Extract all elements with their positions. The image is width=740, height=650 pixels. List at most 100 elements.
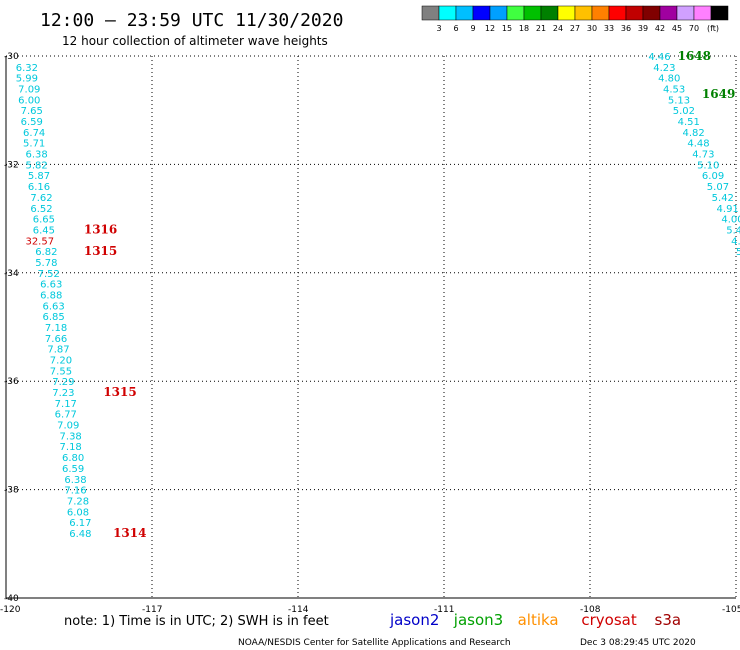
pass-label: 1314 <box>113 526 146 540</box>
wave-height-label: 6.09 <box>702 171 724 182</box>
pass-label: 1315 <box>103 385 136 399</box>
legend-swatch <box>574 5 593 21</box>
pass-label: 1649 <box>702 87 735 101</box>
wave-height-label: 32.57 <box>25 236 54 247</box>
wave-height-label: 7.55 <box>50 366 72 377</box>
legend-swatch <box>455 5 474 21</box>
legend-label: 45 <box>672 24 682 33</box>
wave-height-label: 5.87 <box>28 171 50 182</box>
wave-height-label: 7.87 <box>47 345 69 356</box>
legend-label: 15 <box>502 24 512 33</box>
footer-note: note: 1) Time is in UTC; 2) SWH is in fe… <box>64 614 329 629</box>
legend-unit: (ft) <box>707 24 719 33</box>
wave-height-label: 7.20 <box>50 356 72 367</box>
legend-label: 3 <box>436 24 441 33</box>
wave-height-label: 5.40 <box>726 225 740 236</box>
chart-subtitle: 12 hour collection of altimeter wave hei… <box>62 34 328 48</box>
wave-height-label: 7.16 <box>64 486 86 497</box>
wave-height-label: 7.09 <box>18 85 40 96</box>
legend-label: 39 <box>638 24 648 33</box>
x-tick-label: -108 <box>580 605 601 615</box>
x-tick-label: -105 <box>722 605 740 615</box>
wave-height-label: 4.00 <box>721 215 740 226</box>
wave-height-label: 4.48 <box>687 139 709 150</box>
wave-height-label: 5.71 <box>23 139 45 150</box>
wave-height-label: 6.88 <box>40 290 62 301</box>
wave-height-label: 6.08 <box>67 507 89 518</box>
wave-height-label: 4.59 <box>731 236 740 247</box>
wave-height-label: 6.59 <box>62 464 84 475</box>
legend-swatch <box>608 5 627 21</box>
wave-height-labels: 6.325.997.096.007.656.596.745.716.385.82… <box>16 52 740 540</box>
wave-height-label: 7.62 <box>30 193 52 204</box>
legend-swatch <box>676 5 695 21</box>
y-tick-label: -30 <box>4 52 19 62</box>
x-tick-labels: -120 -117 -114 -111 -108 -105 <box>0 605 740 615</box>
legend-swatch <box>557 5 576 21</box>
y-tick-label: -40 <box>4 594 19 604</box>
legend-label: 30 <box>587 24 597 33</box>
wave-height-label: 6.63 <box>43 301 65 312</box>
x-tick-label: -114 <box>288 605 309 615</box>
wave-height-label: 4.51 <box>678 117 700 128</box>
wave-height-label: 5.13 <box>668 95 690 106</box>
legend-swatch <box>540 5 559 21</box>
wave-height-label: 7.66 <box>45 334 67 345</box>
wave-height-label: 6.32 <box>16 63 38 74</box>
legend-swatch <box>659 5 678 21</box>
legend-label: 33 <box>604 24 614 33</box>
wave-height-label: 6.45 <box>33 225 55 236</box>
wave-height-label: 7.38 <box>60 431 82 442</box>
wave-height-label: 5.12 <box>736 247 740 258</box>
legend-label: 42 <box>655 24 665 33</box>
wave-height-label: 6.48 <box>69 529 91 540</box>
wave-height-label: 7.17 <box>55 399 77 410</box>
legend-swatch <box>642 5 661 21</box>
wave-height-label: 4.46 <box>648 52 670 63</box>
wave-height-label: 6.16 <box>28 182 50 193</box>
wave-height-label: 7.52 <box>38 269 60 280</box>
wave-height-label: 7.09 <box>57 421 79 432</box>
legend-swatch <box>421 5 440 21</box>
wave-height-label: 6.82 <box>35 247 57 258</box>
satellite-label: altika <box>518 611 559 629</box>
wave-height-label: 5.78 <box>35 258 57 269</box>
wave-height-label: 4.82 <box>682 128 704 139</box>
wave-height-label: 5.82 <box>25 160 47 171</box>
legend-swatch <box>506 5 525 21</box>
wave-height-label: 6.77 <box>55 410 77 421</box>
wave-height-label: 5.99 <box>16 74 38 85</box>
color-legend: 3 6 9 12 15 18 21 24 27 30 33 36 39 42 45 70 (ft) <box>421 5 729 33</box>
wave-height-label: 6.65 <box>33 215 55 226</box>
x-tick-label: -117 <box>142 605 162 615</box>
wave-height-label: 6.80 <box>62 453 84 464</box>
wave-height-label: 6.38 <box>64 475 86 486</box>
legend-swatch <box>489 5 508 21</box>
legend-label: 27 <box>570 24 580 33</box>
wave-height-label: 4.80 <box>658 74 680 85</box>
legend-label: 24 <box>553 24 563 33</box>
satellite-label: jason2 <box>389 611 439 629</box>
wave-height-label: 4.73 <box>692 150 714 161</box>
satellite-label: s3a <box>655 611 682 629</box>
legend-swatch <box>710 5 729 21</box>
wave-height-label: 6.00 <box>18 95 40 106</box>
wave-height-label: 6.52 <box>30 204 52 215</box>
legend-swatch <box>523 5 542 21</box>
legend-label: 21 <box>536 24 546 33</box>
satellite-label: cryosat <box>581 611 636 629</box>
legend-label: 12 <box>485 24 495 33</box>
wave-height-label: 5.02 <box>673 106 695 117</box>
wave-height-label: 4.91 <box>717 204 739 215</box>
legend-swatch <box>693 5 712 21</box>
wave-height-label: 7.28 <box>67 496 89 507</box>
wave-height-label: 6.17 <box>69 518 91 529</box>
pass-label: 1648 <box>678 49 711 63</box>
y-tick-label: -38 <box>4 486 19 496</box>
pass-label: 1316 <box>84 222 117 236</box>
grid-lines <box>6 55 737 598</box>
wave-height-label: 7.29 <box>52 377 74 388</box>
legend-label: 6 <box>453 24 458 33</box>
wave-height-label: 4.23 <box>653 63 675 74</box>
